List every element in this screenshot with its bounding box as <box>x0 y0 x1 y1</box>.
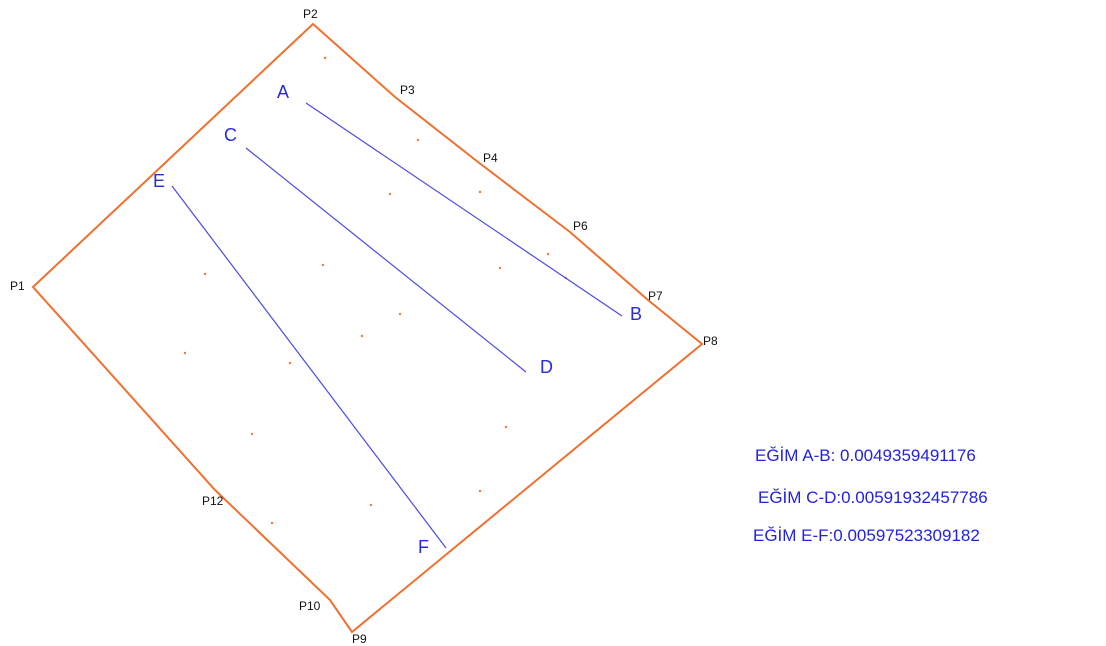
slope-text: EĞİM C-D:0.00591932457786 <box>758 488 988 507</box>
parcel-outline <box>31 22 704 634</box>
slope-line <box>305 102 623 317</box>
point-label: P2 <box>303 7 318 21</box>
point-label: P12 <box>202 494 224 508</box>
line-label: F <box>418 537 429 557</box>
point-label: P9 <box>352 632 367 646</box>
point-label: P6 <box>573 219 588 233</box>
point-label: P4 <box>483 151 498 165</box>
slope-text: EĞİM A-B: 0.0049359491176 <box>755 446 976 465</box>
point-label: P3 <box>400 83 415 97</box>
point-label: P1 <box>10 279 25 293</box>
slope-text: EĞİM E-F:0.00597523309182 <box>753 526 980 545</box>
line-label: C <box>224 125 237 145</box>
line-label: B <box>630 304 642 324</box>
point-label: P7 <box>648 289 663 303</box>
slope-line <box>245 147 527 373</box>
line-label: D <box>540 357 553 377</box>
line-label: E <box>153 171 165 191</box>
point-label: P10 <box>299 599 321 613</box>
line-label: A <box>277 82 289 102</box>
slope-line <box>171 185 447 549</box>
point-label: P8 <box>703 334 718 348</box>
